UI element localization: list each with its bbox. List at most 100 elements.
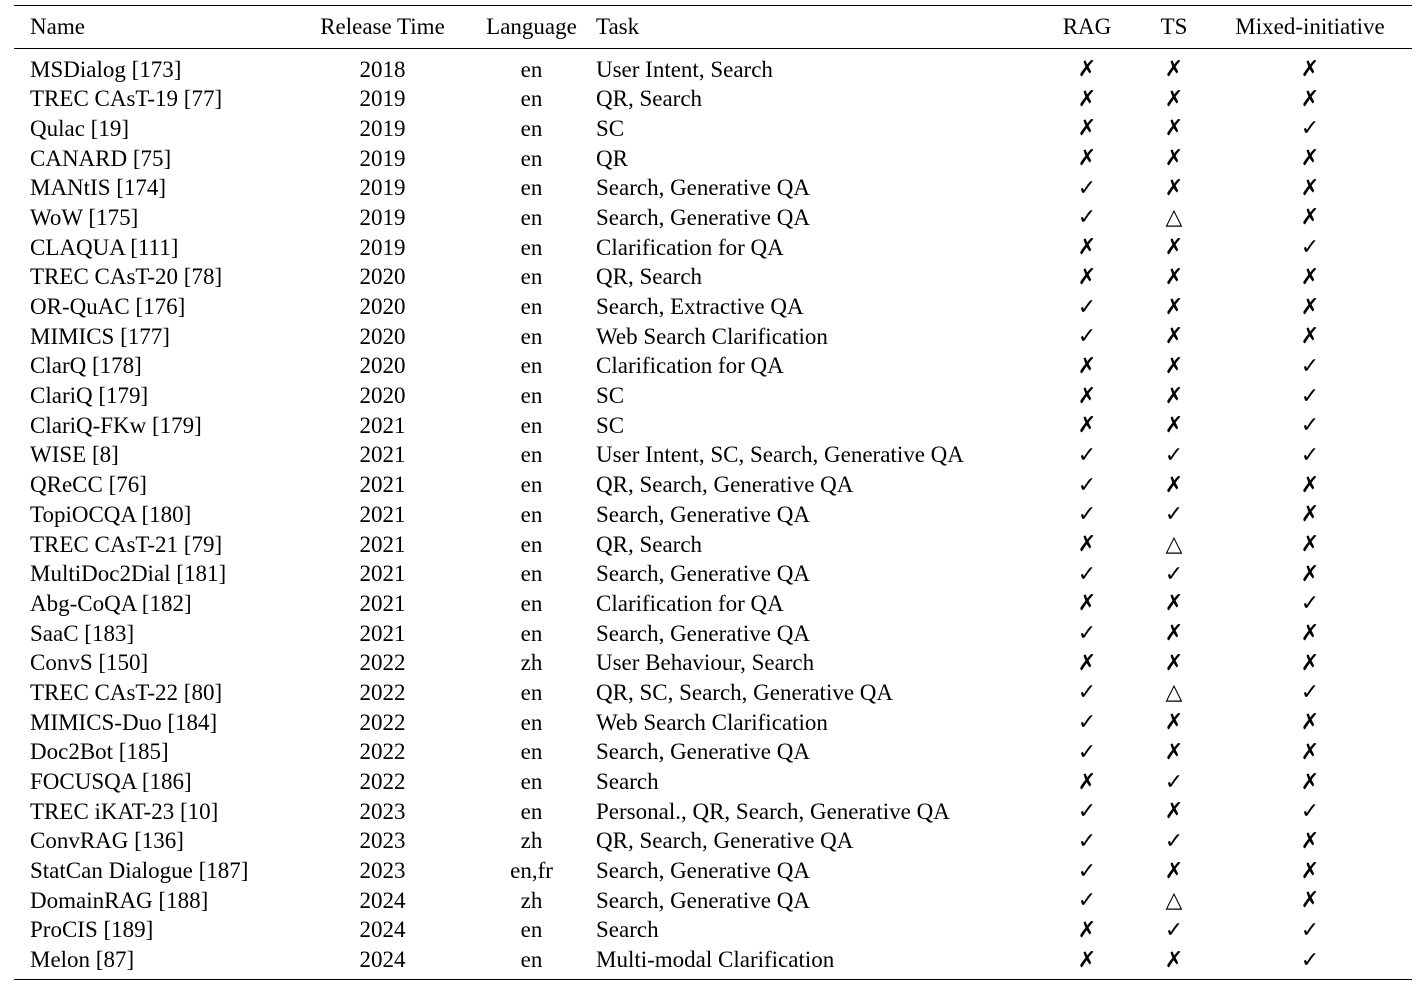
- cell-task: Search: [596, 769, 659, 794]
- check-mark: ✓: [1077, 561, 1097, 587]
- cell-task: SC: [596, 115, 625, 141]
- cell-ts: ✗: [1140, 113, 1208, 144]
- header-release-time: Release Time: [320, 14, 445, 39]
- triangle-mark: △: [1165, 680, 1183, 706]
- cross-mark: ✗: [1077, 591, 1097, 617]
- cell-language: en: [520, 561, 543, 587]
- cell-name: FOCUSQA [186]: [30, 769, 192, 794]
- cell-name: ClariQ-FKw [179]: [30, 412, 202, 438]
- check-mark: ✓: [1164, 917, 1184, 943]
- cell-rag: ✓: [1034, 559, 1140, 590]
- cell-rag: ✗: [1034, 588, 1140, 619]
- check-mark: ✓: [1164, 828, 1184, 854]
- check-mark: ✓: [1300, 383, 1320, 409]
- cell-name: ProCIS [189]: [30, 917, 154, 943]
- cell-name: QReCC [76]: [30, 472, 147, 498]
- cell-release-time: 2023: [359, 798, 406, 824]
- cross-mark: ✗: [1164, 413, 1184, 439]
- cell-language: en: [520, 204, 543, 230]
- cross-mark: ✗: [1300, 264, 1320, 290]
- cell-release-time: 2019: [359, 175, 406, 201]
- cross-mark: ✗: [1164, 739, 1184, 765]
- cell-name: CLAQUA [111]: [30, 234, 179, 260]
- cross-mark: ✗: [1300, 769, 1320, 795]
- cell-ts: ✗: [1140, 410, 1208, 441]
- cell-release-time: 2021: [359, 620, 406, 646]
- cell-name: MANtIS [174]: [30, 175, 167, 201]
- bottom-rule: [14, 979, 1412, 981]
- cell-mixed-initiative: ✓: [1208, 915, 1412, 946]
- cell-task: Search: [596, 917, 659, 943]
- cell-mixed-initiative: ✗: [1208, 648, 1412, 679]
- table-row: QReCC [76] 2021 en QR, Search, Generative Q…: [14, 470, 1412, 500]
- table-row: StatCan Dialogue [187] 2023 en,fr Search, G…: [14, 856, 1412, 886]
- cell-ts: ✗: [1140, 292, 1208, 323]
- cell-mixed-initiative: ✓: [1208, 410, 1412, 441]
- cell-ts: ✗: [1140, 173, 1208, 204]
- header-rag: RAG: [1062, 14, 1112, 39]
- cell-ts: ✗: [1140, 351, 1208, 382]
- cell-mixed-initiative: ✗: [1208, 559, 1412, 590]
- cell-name: OR-QuAC [176]: [30, 294, 186, 319]
- cell-language: en: [520, 501, 543, 527]
- check-mark: ✓: [1077, 442, 1097, 468]
- cell-name: ClariQ [179]: [30, 383, 149, 409]
- cross-mark: ✗: [1077, 353, 1097, 379]
- table-row: MIMICS [177] 2020 en Web Search Clarificati…: [14, 321, 1412, 351]
- cell-release-time: 2021: [359, 501, 406, 527]
- cell-rag: ✓: [1034, 321, 1140, 352]
- cell-name: DomainRAG [188]: [30, 887, 209, 913]
- check-mark: ✓: [1300, 116, 1320, 142]
- check-mark: ✓: [1077, 710, 1097, 736]
- cross-mark: ✗: [1300, 888, 1320, 914]
- cross-mark: ✗: [1300, 146, 1320, 172]
- check-mark: ✓: [1164, 769, 1184, 795]
- cell-language: en: [520, 323, 543, 349]
- cell-mixed-initiative: ✗: [1208, 173, 1412, 204]
- check-mark: ✓: [1164, 502, 1184, 528]
- cell-release-time: 2023: [359, 858, 406, 884]
- cross-mark: ✗: [1164, 591, 1184, 617]
- cell-rag: ✗: [1034, 84, 1140, 115]
- cell-name: Qulac [19]: [30, 115, 129, 141]
- cell-language: en: [520, 531, 543, 557]
- check-mark: ✓: [1077, 621, 1097, 647]
- check-mark: ✓: [1077, 502, 1097, 528]
- cell-task: Search, Generative QA: [596, 887, 810, 913]
- cell-language: en: [520, 620, 543, 646]
- cell-task: QR: [596, 145, 628, 171]
- check-mark: ✓: [1300, 680, 1320, 706]
- cell-ts: ✗: [1140, 648, 1208, 679]
- cell-ts: ✓: [1140, 499, 1208, 530]
- cell-mixed-initiative: ✗: [1208, 826, 1412, 857]
- cell-release-time: 2021: [359, 590, 406, 616]
- cell-rag: ✓: [1034, 856, 1140, 887]
- cell-name: StatCan Dialogue [187]: [30, 858, 249, 884]
- check-mark: ✓: [1077, 680, 1097, 706]
- cell-ts: ✗: [1140, 262, 1208, 293]
- cell-task: QR, Search: [596, 86, 703, 112]
- cell-release-time: 2021: [359, 531, 406, 557]
- cell-mixed-initiative: ✓: [1208, 381, 1412, 412]
- cell-mixed-initiative: ✗: [1208, 885, 1412, 916]
- cross-mark: ✗: [1164, 146, 1184, 172]
- cell-rag: ✓: [1034, 292, 1140, 323]
- cell-ts: △: [1140, 885, 1208, 916]
- cell-mixed-initiative: ✓: [1208, 677, 1412, 708]
- table-row: TopiOCQA [180] 2021 en Search, Generative Q…: [14, 499, 1412, 529]
- cross-mark: ✗: [1077, 116, 1097, 142]
- check-mark: ✓: [1300, 235, 1320, 261]
- cell-rag: ✗: [1034, 648, 1140, 679]
- check-mark: ✓: [1164, 442, 1184, 468]
- cell-language: en: [520, 234, 543, 260]
- cross-mark: ✗: [1300, 294, 1320, 320]
- header-ts: TS: [1160, 14, 1188, 39]
- cell-mixed-initiative: ✗: [1208, 499, 1412, 530]
- cell-language: en: [520, 353, 543, 379]
- cell-ts: ✗: [1140, 321, 1208, 352]
- cross-mark: ✗: [1164, 294, 1184, 320]
- cell-language: en: [520, 115, 543, 141]
- cell-task: User Intent, Search: [596, 56, 773, 82]
- cell-language: en: [520, 769, 543, 794]
- table-row: OR-QuAC [176] 2020 en Search, Extractive QA…: [14, 292, 1412, 322]
